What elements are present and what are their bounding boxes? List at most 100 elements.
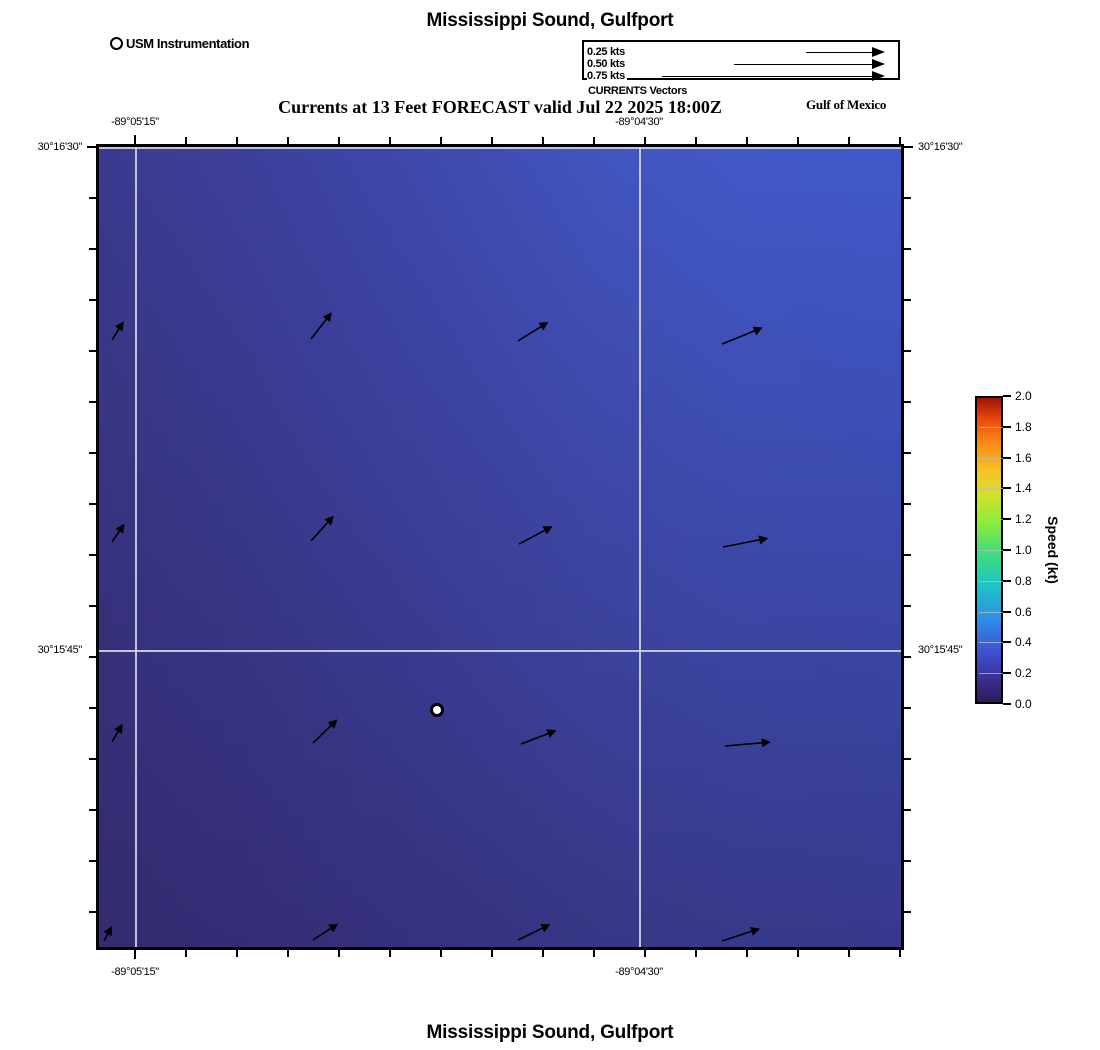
vector-shaft: [111, 530, 120, 543]
map-canvas[interactable]: [99, 147, 901, 947]
colorbar-tick-label: 1.0: [1015, 543, 1032, 557]
colorbar-tick-label: 0.0: [1015, 697, 1032, 711]
axis-tick-longitude: [287, 137, 289, 144]
axis-tick-latitude: [89, 605, 96, 607]
station-marker-usm[interactable]: [430, 703, 444, 717]
axis-tick-latitude: [904, 452, 911, 454]
axis-tick-latitude: [89, 758, 96, 760]
vector-arrowhead: [115, 523, 125, 534]
current-vector-arrow: [517, 924, 551, 941]
colorbar-tick-label: 0.8: [1015, 573, 1032, 588]
axis-label-latitude-right: 30°16'30": [918, 141, 963, 153]
vector-legend-label: 0.75 kts: [587, 70, 627, 82]
axis-tick-latitude: [89, 401, 96, 403]
map-panel[interactable]: [96, 144, 904, 950]
axis-tick-longitude: [746, 137, 748, 144]
axis-tick-longitude: [797, 950, 799, 957]
current-vector-arrow: [721, 326, 763, 345]
vector-shaft: [518, 529, 545, 545]
axis-tick-longitude: [695, 950, 697, 957]
colorbar-tick: [1003, 518, 1011, 521]
axis-tick-latitude: [89, 911, 96, 913]
vector-shaft: [721, 930, 752, 942]
station-legend: USM Instrumentation: [110, 36, 250, 51]
axis-tick-longitude: [338, 137, 340, 144]
vector-arrowhead: [542, 526, 553, 535]
axis-tick-longitude: [185, 950, 187, 957]
current-vector-arrow: [520, 729, 557, 745]
axis-tick-latitude: [904, 299, 911, 301]
footer-title: Mississippi Sound, Gulfport: [426, 1022, 674, 1043]
colorbar-band-divider: [979, 673, 1003, 675]
axis-tick-latitude: [904, 860, 911, 862]
current-vector-arrow: [310, 312, 332, 340]
axis-label-longitude-bottom: -89°04'30": [615, 966, 663, 978]
current-vector-arrow: [111, 523, 125, 543]
axis-tick-latitude: [89, 554, 96, 556]
axis-label-longitude-top: -89°04'30": [615, 116, 663, 128]
current-vector-arrow: [721, 927, 760, 942]
axis-tick-longitude: [389, 137, 391, 144]
axis-tick-latitude: [904, 656, 911, 658]
axis-tick-latitude: [904, 809, 911, 811]
vector-arrowhead: [324, 515, 334, 526]
axis-tick-latitude: [904, 146, 913, 148]
axis-tick-latitude: [904, 758, 911, 760]
axis-tick-longitude: [593, 950, 595, 957]
axis-tick-longitude: [338, 950, 340, 957]
vector-shaft: [312, 927, 332, 941]
current-vector-arrow: [722, 535, 769, 548]
axis-tick-longitude: [695, 137, 697, 144]
vector-legend-shaft: [662, 76, 872, 77]
colorbar-band-divider: [979, 488, 1003, 490]
axis-tick-longitude: [440, 137, 442, 144]
vector-arrowhead: [750, 927, 760, 936]
colorbar-band-divider: [979, 580, 1003, 582]
colorbar-tick: [1003, 579, 1011, 582]
station-legend-label: USM Instrumentation: [126, 36, 250, 51]
colorbar-tick: [1003, 549, 1011, 551]
vector-shaft: [111, 328, 120, 341]
axis-label-latitude-left: 30°15'45": [37, 644, 83, 656]
axis-tick-latitude: [89, 809, 96, 811]
axis-tick-longitude: [236, 137, 238, 144]
axis-tick-latitude: [904, 911, 911, 913]
axis-tick-latitude: [904, 401, 911, 403]
axis-tick-latitude: [89, 860, 96, 862]
axis-tick-longitude: [491, 950, 493, 957]
axis-tick-longitude: [185, 137, 187, 144]
vector-arrowhead: [103, 926, 112, 937]
graticule-line-latitude: [99, 147, 901, 149]
colorbar-band-divider: [979, 642, 1003, 644]
page-title: Mississippi Sound, Gulfport: [426, 10, 674, 31]
vector-legend-row: 0.50 kts: [584, 58, 902, 70]
axis-tick-latitude: [89, 350, 96, 352]
current-vector-arrow: [310, 515, 334, 542]
vector-shaft: [310, 521, 329, 542]
axis-tick-latitude: [89, 707, 96, 709]
colorbar-title: Speed (kt): [1045, 516, 1061, 584]
vector-arrowhead: [758, 535, 769, 545]
colorbar-tick: [1003, 672, 1011, 675]
vector-shaft: [310, 318, 328, 340]
axis-tick-latitude: [904, 248, 911, 250]
axis-tick-longitude: [848, 137, 850, 144]
axis-tick-longitude: [134, 950, 136, 959]
axis-label-latitude-right: 30°15'45": [918, 644, 963, 656]
axis-tick-latitude: [904, 197, 911, 199]
vector-shaft: [721, 330, 755, 345]
axis-tick-longitude: [746, 950, 748, 957]
colorbar-gradient: [975, 396, 1003, 704]
colorbar-band-divider: [979, 457, 1003, 459]
axis-tick-longitude: [899, 950, 901, 957]
axis-tick-latitude: [904, 605, 911, 607]
colorbar-tick-label: 2.0: [1015, 389, 1032, 403]
axis-tick-longitude: [236, 950, 238, 957]
vector-arrowhead: [752, 326, 763, 336]
axis-tick-latitude: [904, 503, 911, 505]
vector-legend-row: 0.25 kts: [584, 46, 902, 58]
vector-shaft: [111, 731, 119, 743]
axis-tick-longitude: [389, 950, 391, 957]
colorbar-tick: [1003, 641, 1011, 644]
colorbar-tick-label: 1.8: [1015, 419, 1032, 434]
